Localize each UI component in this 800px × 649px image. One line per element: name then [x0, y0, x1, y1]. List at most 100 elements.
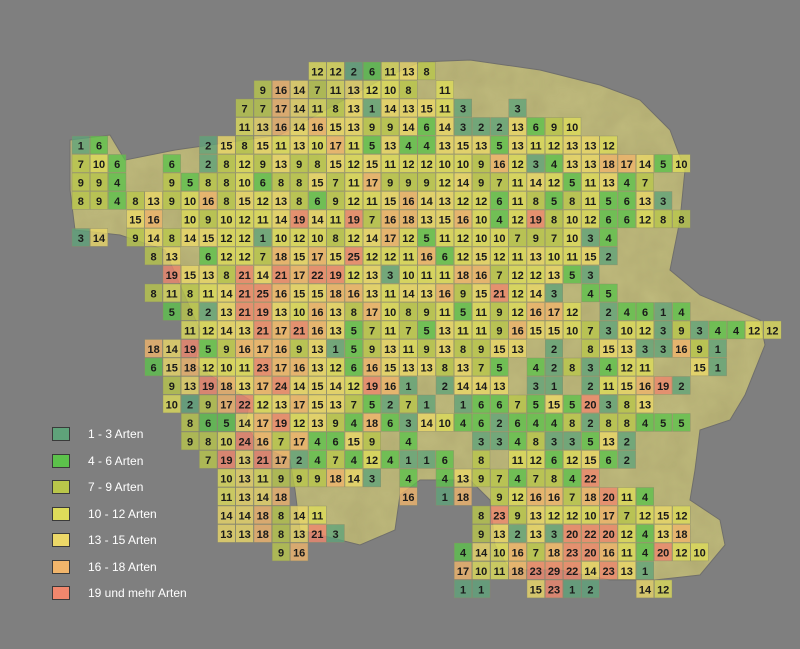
grid-cell: [344, 246, 363, 266]
grid-cell-value: 14: [293, 85, 306, 97]
grid-cell-value: 11: [348, 177, 360, 189]
grid-cell: [363, 228, 382, 247]
grid-cell-value: 11: [403, 251, 415, 263]
grid-cell-value: 1: [405, 381, 411, 393]
grid-cell-value: 9: [314, 473, 320, 485]
grid-cell: [326, 117, 345, 136]
grid-cell-value: 12: [548, 510, 560, 522]
grid-cell-value: 12: [293, 418, 305, 430]
grid-cell-value: 13: [511, 140, 523, 152]
grid-cell: [490, 561, 509, 580]
grid-cell: [636, 413, 655, 432]
grid-cell: [363, 450, 382, 469]
grid-cell: [180, 394, 199, 414]
grid-cell-value: 12: [257, 196, 269, 208]
grid-cell: [508, 302, 527, 321]
grid-cell: [454, 209, 473, 229]
grid-cell-value: 10: [566, 214, 578, 226]
grid-cell: [253, 394, 272, 414]
grid-cell-value: 2: [205, 159, 211, 171]
grid-cell-value: 13: [639, 399, 651, 411]
grid-cell: [617, 505, 636, 525]
grid-cell: [235, 135, 254, 155]
grid-cell-value: 24: [275, 381, 288, 393]
grid-cell: [326, 468, 345, 488]
grid-cell-value: 12: [202, 362, 214, 374]
grid-cell-value: 13: [621, 344, 633, 356]
grid-cell-value: 18: [275, 492, 287, 504]
grid-cell: [308, 135, 327, 155]
grid-cell-value: 8: [569, 418, 575, 430]
grid-cell: [253, 487, 272, 506]
grid-cell: [599, 524, 618, 543]
grid-cell-value: 15: [329, 159, 341, 171]
grid-cell: [526, 394, 545, 414]
grid-cell: [253, 468, 272, 488]
grid-cell: [290, 135, 309, 155]
grid-cell-value: 8: [223, 270, 229, 282]
grid-cell-value: 16: [257, 436, 269, 448]
grid-cell-value: 6: [205, 251, 211, 263]
grid-cell: [526, 450, 545, 469]
grid-cell-value: 14: [184, 233, 197, 245]
grid-cell: [654, 413, 673, 432]
grid-cell-value: 9: [296, 473, 302, 485]
grid-cell: [417, 191, 436, 210]
grid-cell: [235, 431, 254, 451]
grid-cell-value: 16: [275, 122, 287, 134]
grid-cell: [308, 228, 327, 247]
grid-cell: [526, 376, 545, 395]
grid-cell-value: 13: [147, 196, 159, 208]
legend-label: 1 - 3 Arten: [88, 427, 144, 441]
grid-cell-value: 15: [602, 344, 614, 356]
grid-cell: [636, 172, 655, 192]
grid-cell: [472, 302, 491, 321]
grid-cell: [363, 413, 382, 432]
grid-cell: [162, 191, 181, 210]
grid-cell: [399, 191, 418, 210]
grid-cell: [180, 283, 199, 303]
grid-cell-value: 14: [311, 214, 324, 226]
grid-cell-value: 6: [496, 399, 502, 411]
grid-cell-value: 12: [530, 270, 542, 282]
grid-cell: [253, 320, 272, 340]
grid-cell: [599, 376, 618, 395]
grid-cell: [381, 135, 400, 155]
grid-cell-value: 7: [369, 214, 375, 226]
grid-cell-value: 21: [275, 270, 287, 282]
grid-cell-value: 4: [624, 177, 631, 189]
grid-cell: [508, 154, 527, 173]
grid-cell: [290, 154, 309, 173]
grid-cell-value: 13: [548, 270, 560, 282]
grid-cell: [326, 61, 345, 81]
grid-cell: [217, 450, 236, 469]
grid-cell: [508, 117, 527, 136]
grid-cell: [162, 265, 181, 284]
grid-cell-value: 7: [333, 455, 339, 467]
grid-cell: [363, 431, 382, 451]
grid-cell-value: 2: [296, 455, 302, 467]
grid-cell-value: 2: [587, 418, 593, 430]
grid-cell-value: 17: [275, 362, 287, 374]
grid-cell: [199, 228, 218, 247]
grid-cell: [162, 357, 181, 377]
grid-cell-value: 13: [348, 122, 360, 134]
grid-cell: [545, 209, 564, 229]
grid-cell-value: 8: [442, 362, 448, 374]
grid-cell: [381, 357, 400, 377]
grid-cell: [290, 431, 309, 451]
grid-cell-value: 12: [548, 177, 560, 189]
grid-cell-value: 6: [424, 122, 430, 134]
grid-cell: [636, 320, 655, 340]
grid-cell: [617, 561, 636, 580]
grid-cell-value: 3: [496, 436, 502, 448]
grid-cell: [636, 357, 655, 377]
grid-cell-value: 8: [533, 436, 539, 448]
grid-cell-value: 17: [275, 455, 287, 467]
grid-cell-value: 12: [675, 510, 687, 522]
grid-cell: [326, 376, 345, 395]
grid-cell: [272, 320, 291, 340]
grid-cell-value: 1: [715, 344, 721, 356]
grid-cell: [199, 265, 218, 284]
grid-cell-value: 2: [515, 529, 521, 541]
